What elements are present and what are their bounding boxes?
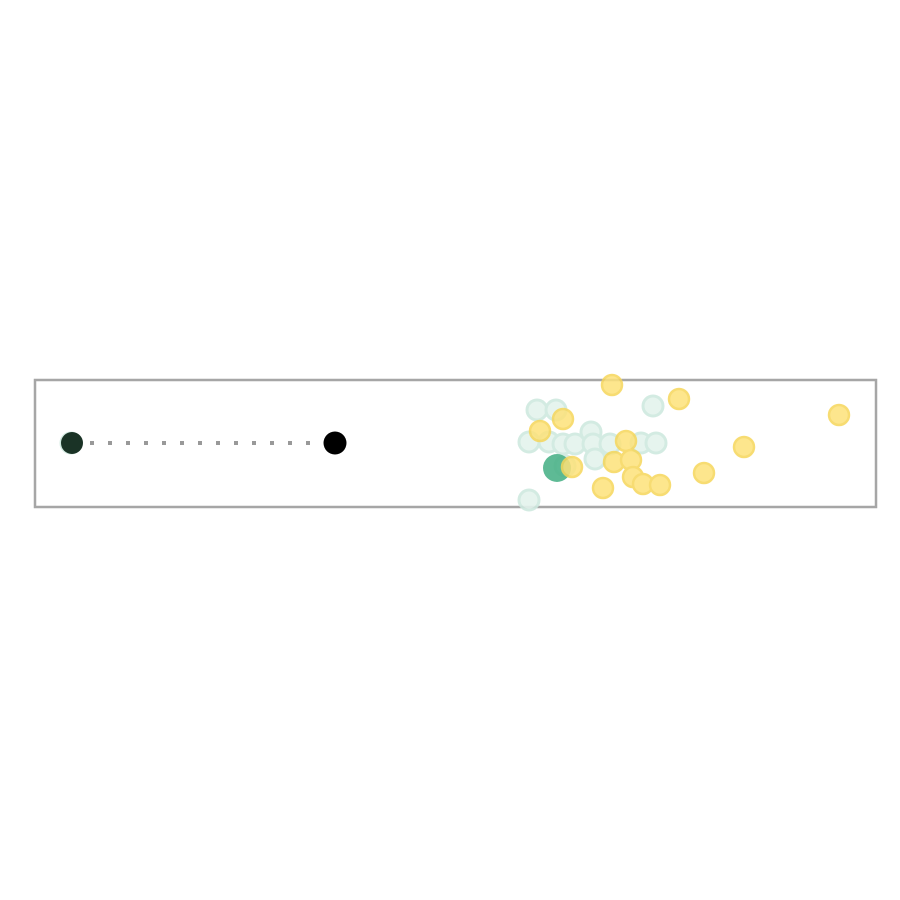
ghost-ball [641,394,665,418]
playfield-border [33,378,878,509]
yellow-ball[interactable] [614,429,638,453]
start-ball[interactable] [61,432,83,454]
yellow-ball[interactable] [600,373,624,397]
target-ball[interactable] [323,431,347,455]
yellow-ball[interactable] [732,435,756,459]
yellow-ball[interactable] [667,387,691,411]
yellow-ball[interactable] [528,419,552,443]
yellow-balls [528,373,851,500]
yellow-ball[interactable] [551,407,575,431]
yellow-ball[interactable] [560,455,584,479]
yellow-ball[interactable] [692,461,716,485]
ghost-ball [517,488,541,512]
ghost-balls [59,394,668,512]
ghost-ball [644,431,668,455]
yellow-ball[interactable] [648,473,672,497]
yellow-ball[interactable] [827,403,851,427]
ghost-ball [525,398,549,422]
yellow-ball[interactable] [591,476,615,500]
